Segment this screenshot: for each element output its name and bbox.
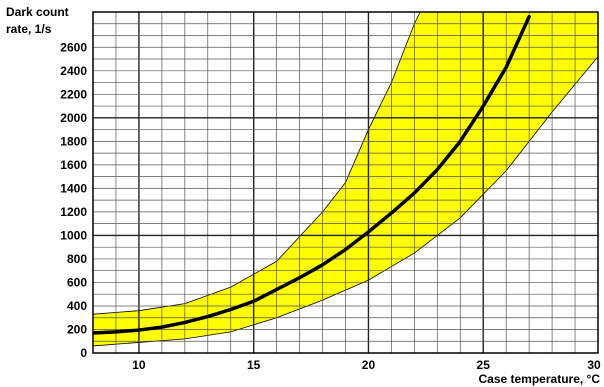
y-tick-label: 1000 bbox=[60, 228, 87, 242]
y-tick-label: 2400 bbox=[60, 64, 87, 78]
y-tick-label: 2200 bbox=[60, 87, 87, 101]
y-tick-label: 1400 bbox=[60, 181, 87, 195]
y-tick-label: 1800 bbox=[60, 134, 87, 148]
y-tick-label: 200 bbox=[67, 322, 87, 336]
plot-frame bbox=[92, 11, 599, 354]
y-tick-label: 2000 bbox=[60, 111, 87, 125]
x-tick-label: 20 bbox=[362, 358, 376, 372]
y-tick-label: 0 bbox=[80, 346, 87, 360]
y-tick-label: 1600 bbox=[60, 158, 87, 172]
y-tick-label: 400 bbox=[67, 299, 87, 313]
y-tick-label: 1200 bbox=[60, 205, 87, 219]
x-axis-label: Case temperature, °C bbox=[478, 372, 600, 386]
y-axis-label-line2: rate, 1/s bbox=[6, 22, 52, 36]
y-tick-label: 2600 bbox=[60, 40, 87, 54]
x-tick-label: 25 bbox=[477, 358, 491, 372]
x-tick-label: 30 bbox=[587, 358, 601, 372]
x-tick-label: 10 bbox=[132, 358, 146, 372]
confidence-band bbox=[93, 12, 598, 346]
y-tick-label: 800 bbox=[67, 252, 87, 266]
y-tick-label: 600 bbox=[67, 275, 87, 289]
x-tick-label: 15 bbox=[247, 358, 261, 372]
y-axis-label-line1: Dark count bbox=[6, 5, 69, 19]
dark-count-curve bbox=[93, 14, 531, 335]
